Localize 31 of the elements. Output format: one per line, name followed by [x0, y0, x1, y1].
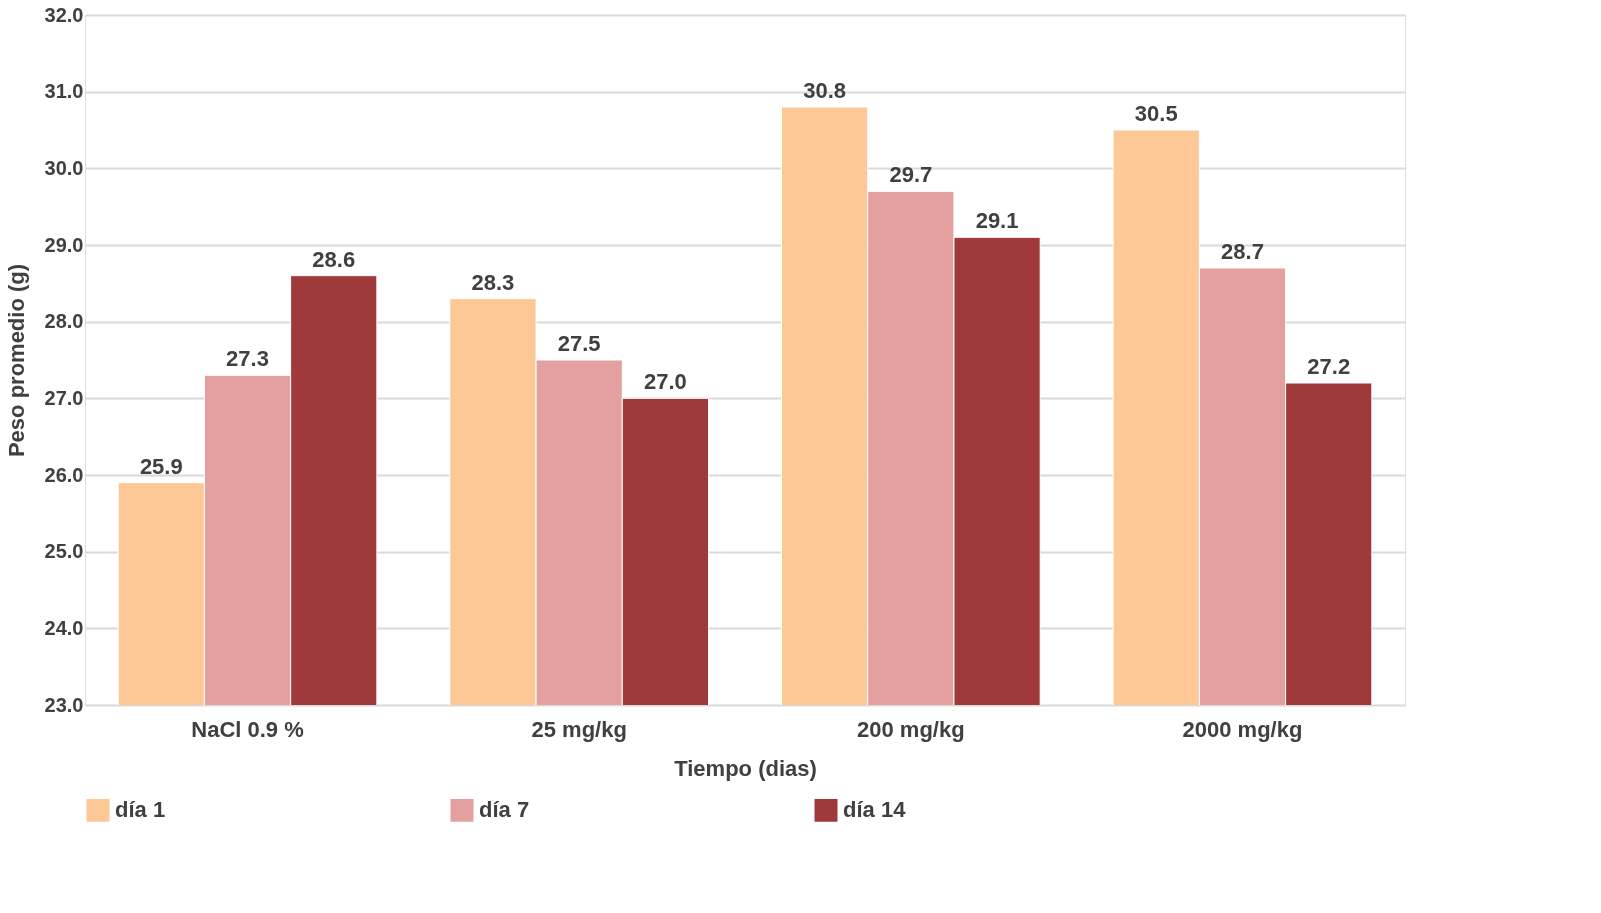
data-label: 27.0: [643, 369, 687, 395]
legend-label: día 7: [479, 797, 530, 823]
y-tick-label: 29.0: [44, 233, 84, 256]
data-label: 27.2: [1307, 354, 1351, 379]
x-tick-label: 2000 mg/kg: [1182, 716, 1303, 742]
y-tick-label: 25.0: [44, 540, 84, 563]
y-tick-label: 24.0: [44, 616, 84, 639]
legend-label: día 14: [843, 797, 907, 823]
y-tick-label: 30.0: [44, 156, 84, 179]
data-label: 28.6: [312, 246, 356, 272]
data-label: 27.5: [557, 331, 601, 356]
y-tick-label: 27.0: [44, 386, 84, 409]
data-label: 29.1: [975, 208, 1019, 234]
data-label: 28.7: [1221, 239, 1264, 264]
y-tick-label: 32.0: [44, 3, 84, 26]
data-label: 29.7: [889, 162, 933, 188]
y-tick-label: 31.0: [44, 80, 84, 103]
y-tick-label: 26.0: [44, 463, 84, 486]
legend-label: día 1: [115, 797, 166, 823]
y-tick-label: 28.0: [44, 310, 84, 333]
y-axis-title: Peso promedio (g): [3, 263, 29, 458]
x-tick-label: 25 mg/kg: [531, 716, 627, 742]
x-tick-label: NaCl 0.9 %: [191, 716, 304, 742]
y-tick-label: 23.0: [44, 693, 84, 716]
data-label: 27.3: [226, 346, 269, 372]
data-label: 25.9: [139, 453, 183, 479]
data-label: 30.8: [803, 78, 847, 103]
data-label: 30.5: [1134, 101, 1178, 126]
x-tick-label: 200 mg/kg: [857, 716, 965, 742]
data-label: 28.3: [471, 269, 515, 295]
x-axis-title: Tiempo (dias): [674, 755, 817, 781]
